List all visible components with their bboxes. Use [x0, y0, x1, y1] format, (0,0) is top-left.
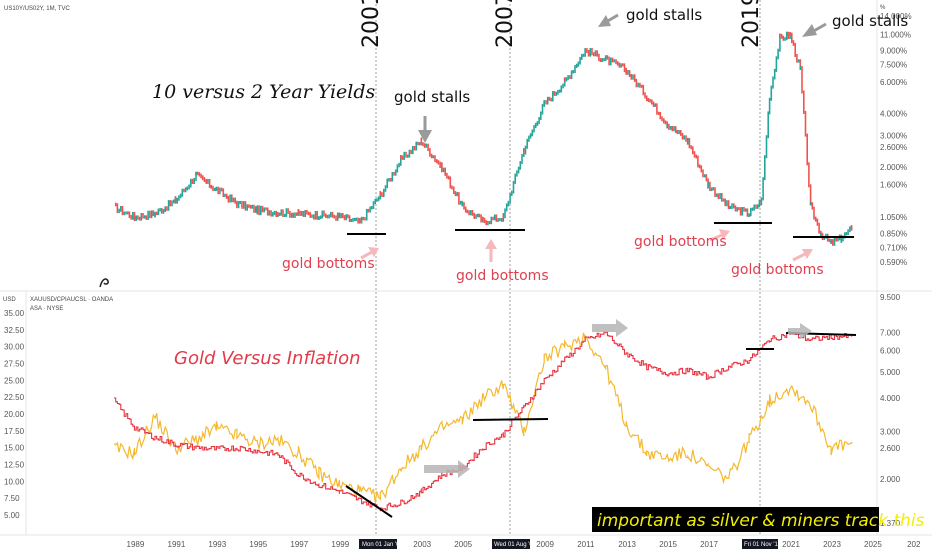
x-tick-label: 2005: [454, 540, 472, 549]
x-tick-label: 2013: [618, 540, 636, 549]
gold-bottoms-label-4: gold bottoms: [731, 262, 824, 278]
bottom-right-y-tick: 6.000: [880, 347, 901, 356]
bottom-right-y-tick: 2.600: [880, 444, 901, 453]
year-label-2019: 2019: [739, 0, 764, 48]
gold-cpi-series-line: [114, 331, 853, 512]
svg-text:Fri 01 Nov '19: Fri 01 Nov '19: [744, 542, 782, 548]
x-tick-label: 1993: [208, 540, 226, 549]
bottom-left-y-tick: 30.00: [4, 343, 25, 352]
x-tick-label: 1989: [127, 540, 145, 549]
top-y-tick: 0.850%: [880, 230, 907, 239]
x-tick-label: 1997: [290, 540, 308, 549]
gold-stalls-label-1: gold stalls: [394, 88, 470, 106]
arrow-bottom-2007: [485, 239, 497, 262]
bottom-symbol: XAUUSD/CPIAUCSL · OANDA: [30, 297, 113, 303]
arrow-gray-bottom-2012: [592, 319, 628, 337]
arrow-stall-2011: [598, 13, 619, 27]
x-tick-label: 2015: [659, 540, 677, 549]
gold-bottoms-label-3: gold bottoms: [634, 234, 727, 250]
tv-logo-icon: [99, 278, 109, 288]
top-y-tick: 9.000%: [880, 46, 907, 55]
bottom-left-y-tick: 10.00: [4, 477, 25, 486]
bottom-left-y-tick: 17.50: [4, 427, 25, 436]
date-box-2007: Wed 01 Aug '07: [492, 539, 537, 549]
top-y-tick: 2.600%: [880, 143, 907, 152]
x-tick-label: 202: [907, 540, 921, 549]
bottom-title: Gold Versus Inflation: [174, 348, 361, 369]
x-tick-label: 1999: [331, 540, 349, 549]
bottom-left-y-tick: 22.50: [4, 393, 25, 402]
top-y-tick: 2.000%: [880, 163, 907, 172]
top-symbol: US10Y/US02Y, 1M, TVC: [4, 6, 70, 12]
bottom-symbol-2: ASA · NYSE: [30, 306, 63, 312]
top-unit: %: [880, 5, 886, 11]
top-y-tick: 1.050%: [880, 213, 907, 222]
top-y-tick: 3.000%: [880, 132, 907, 141]
bottom-right-y-tick: 9.500: [880, 293, 901, 302]
bottom-left-y-tick: 7.50: [4, 494, 20, 503]
gold-bottoms-label-2: gold bottoms: [456, 268, 549, 284]
x-tick-label: 2011: [577, 540, 595, 549]
date-box-2001: Mon 01 Jan '01: [359, 539, 404, 549]
bottom-left-y-tick: 27.50: [4, 360, 25, 369]
svg-text:Wed 01 Aug '07: Wed 01 Aug '07: [494, 542, 537, 548]
bottom-left-y-tick: 35.00: [4, 309, 25, 318]
arrow-bottom-2001: [360, 247, 379, 260]
year-label-2007: 2007: [493, 0, 518, 48]
trend-line-down-2000: [345, 485, 393, 518]
x-tick-label: 2025: [864, 540, 882, 549]
x-tick-label: 1991: [168, 540, 186, 549]
bottom-right-y-tick: 3.000: [880, 428, 901, 437]
top-y-tick: 7.500%: [880, 61, 907, 70]
top-title: 10 versus 2 Year Yields: [152, 81, 376, 103]
arrow-bottom-2019: [709, 229, 730, 242]
x-tick-label: 2017: [700, 540, 718, 549]
arrow-gray-bottom-2003: [424, 460, 470, 478]
arrow-gray-bottom-2022: [788, 323, 812, 339]
top-y-tick: 14.000%: [880, 12, 912, 21]
date-box-2019: Fri 01 Nov '19: [742, 539, 782, 549]
bottom-right-y-tick: 4.000: [880, 394, 901, 403]
banner-background: [592, 507, 879, 532]
x-tick-label: 2021: [782, 540, 800, 549]
bottom-left-y-tick: 5.00: [4, 511, 20, 520]
x-tick-label: 2023: [823, 540, 841, 549]
bottom-right-y-tick: 2.000: [880, 475, 901, 484]
bottom-right-y-tick: 1.370: [880, 519, 901, 528]
asa-series-line: [113, 332, 853, 503]
bottom-left-y-tick: 32.50: [4, 326, 25, 335]
bottom-right-y-tick: 5.000: [880, 368, 901, 377]
support-line-2007-bottom: [472, 418, 549, 421]
x-tick-label: 2003: [413, 540, 431, 549]
top-y-tick: 11.000%: [880, 31, 911, 40]
x-tick-label: 2009: [536, 540, 554, 549]
bottom-left-y-tick: 25.00: [4, 376, 25, 385]
gold-stalls-label-3: gold stalls: [832, 12, 908, 30]
svg-text:Mon 01 Jan '01: Mon 01 Jan '01: [362, 542, 404, 548]
top-y-tick: 1.600%: [880, 181, 907, 190]
bottom-right-y-tick: 7.000: [880, 329, 901, 338]
bottom-left-y-tick: 12.50: [4, 461, 25, 470]
x-tick-label: 1995: [249, 540, 267, 549]
top-y-tick: 6.000%: [880, 78, 907, 87]
arrow-stall-2003: [418, 116, 432, 143]
top-y-tick: 0.590%: [880, 258, 907, 267]
gold-bottoms-label-1: gold bottoms: [282, 256, 375, 272]
banner-text: important as silver & miners track this: [597, 511, 925, 531]
bottom-left-y-tick: 20.00: [4, 410, 25, 419]
arrow-stall-2021: [802, 22, 827, 37]
top-y-tick: 0.710%: [880, 244, 907, 253]
bottom-unit: USD: [3, 297, 16, 303]
year-label-2001: 2001: [359, 0, 384, 48]
bottom-left-y-tick: 15.00: [4, 444, 25, 453]
gold-stalls-label-2: gold stalls: [626, 6, 702, 24]
arrow-bottom-2023: [792, 249, 813, 262]
top-y-tick: 4.000%: [880, 109, 907, 118]
